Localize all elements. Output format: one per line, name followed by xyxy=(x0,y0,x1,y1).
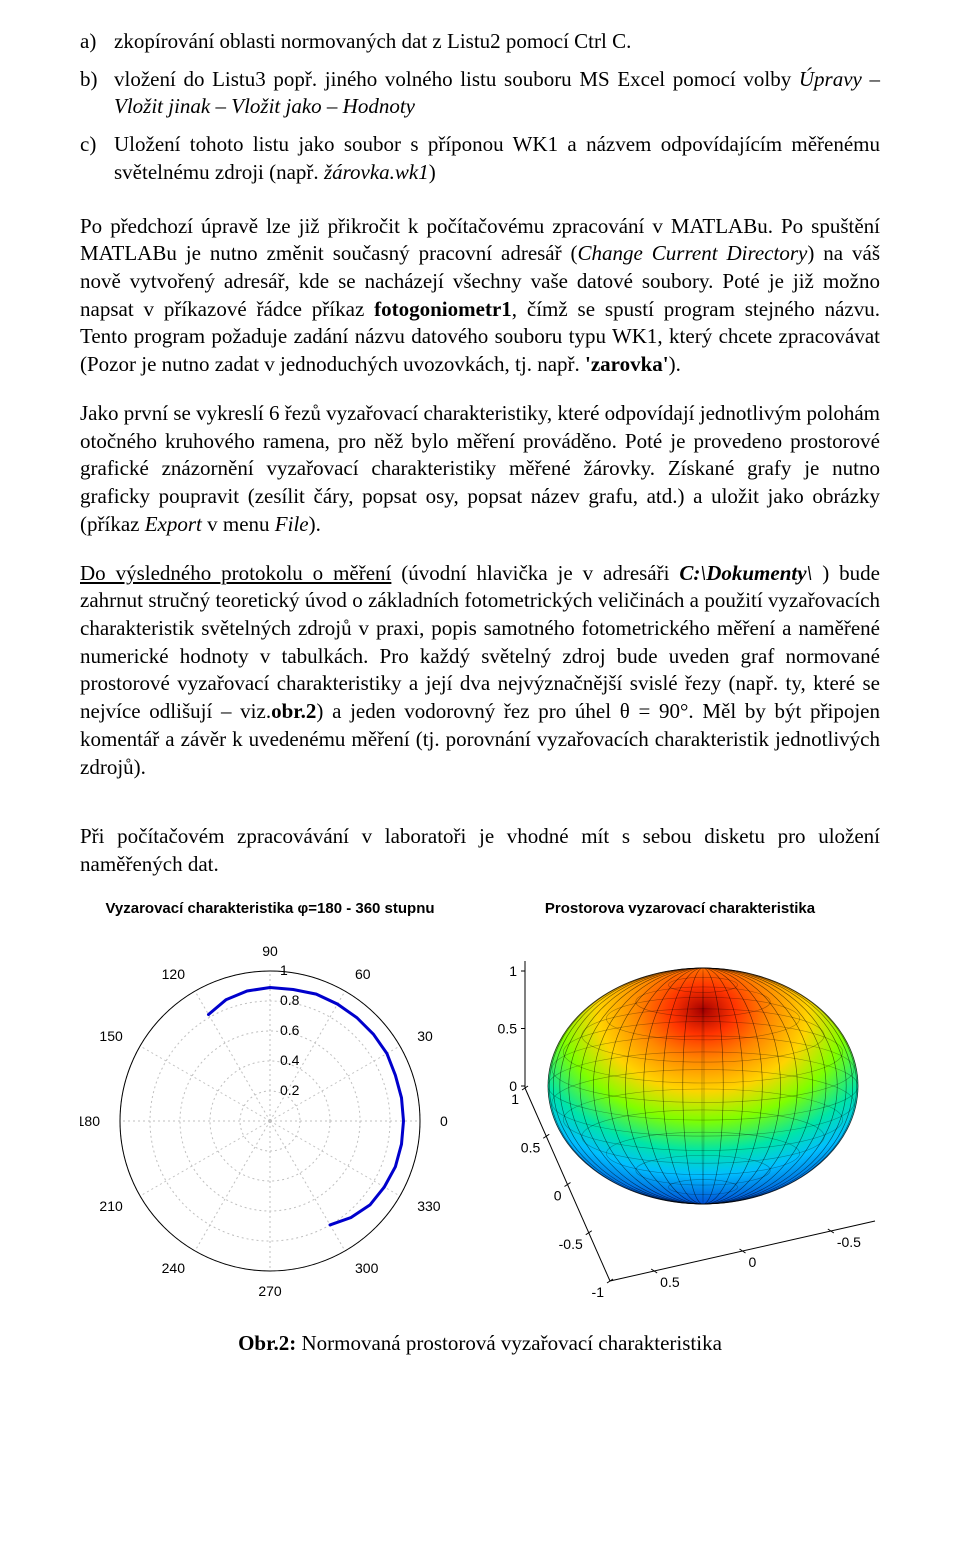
svg-text:1: 1 xyxy=(511,1091,519,1107)
p2-c: ). xyxy=(309,512,321,536)
svg-text:0: 0 xyxy=(440,1113,448,1129)
list-marker-c: c) xyxy=(80,131,114,186)
paragraph-1: Po předchozí úpravě lze již přikročit k … xyxy=(80,213,880,379)
svg-text:120: 120 xyxy=(162,965,186,981)
p2-i2: File xyxy=(275,512,309,536)
svg-text:210: 210 xyxy=(99,1198,123,1214)
svg-text:0.5: 0.5 xyxy=(521,1139,541,1155)
p2-b: v menu xyxy=(202,512,275,536)
p3-u: Do výsledného protokolu o měření xyxy=(80,561,391,585)
p1-i1: Change Current Directory xyxy=(578,241,808,265)
paragraph-3: Do výsledného protokolu o měření (úvodní… xyxy=(80,560,880,782)
figure-polar-cell: Vyzarovací charakteristika φ=180 - 360 s… xyxy=(80,900,460,1301)
list-item-c: c) Uložení tohoto listu jako soubor s př… xyxy=(80,131,880,186)
caption-b: Obr.2: xyxy=(238,1331,296,1355)
paragraph-4: Při počítačovém zpracovávání v laboratoř… xyxy=(80,823,880,878)
figure-caption: Obr.2: Normovaná prostorová vyzařovací c… xyxy=(80,1331,880,1356)
list-marker-a: a) xyxy=(80,28,114,56)
svg-text:-0.5: -0.5 xyxy=(837,1234,861,1250)
svg-text:30: 30 xyxy=(417,1028,433,1044)
svg-text:0.5: 0.5 xyxy=(498,1020,518,1036)
p3-b1: obr.2 xyxy=(271,699,316,723)
p2-i1: Export xyxy=(145,512,202,536)
svg-text:240: 240 xyxy=(162,1260,186,1276)
list-c-lead: Uložení tohoto listu jako soubor s přípo… xyxy=(114,132,880,184)
p3-a: (úvodní hlavička je v adresáři xyxy=(391,561,679,585)
svg-text:0.8: 0.8 xyxy=(280,992,300,1008)
svg-text:0.5: 0.5 xyxy=(660,1274,680,1290)
figure-row: Vyzarovací charakteristika φ=180 - 360 s… xyxy=(80,900,880,1301)
svg-text:270: 270 xyxy=(258,1283,282,1299)
svg-text:300: 300 xyxy=(355,1260,379,1276)
list-marker-b: b) xyxy=(80,66,114,121)
p1-b1: fotogoniometr1 xyxy=(374,297,512,321)
paragraph-2: Jako první se vykreslí 6 řezů vyzařovací… xyxy=(80,400,880,539)
svg-text:-1: -1 xyxy=(592,1284,605,1300)
list-body-a: zkopírování oblasti normovaných dat z Li… xyxy=(114,28,880,56)
svg-text:-0.5: -0.5 xyxy=(559,1235,583,1251)
list-item-b: b) vložení do Listu3 popř. jiného volnéh… xyxy=(80,66,880,121)
caption-t: Normovaná prostorová vyzařovací charakte… xyxy=(296,1331,722,1355)
svg-text:0.4: 0.4 xyxy=(280,1052,300,1068)
list-c-ital: žárovka.wk1 xyxy=(324,160,429,184)
list-body-c: Uložení tohoto listu jako soubor s přípo… xyxy=(114,131,880,186)
page: a) zkopírování oblasti normovaných dat z… xyxy=(0,0,960,1396)
svg-text:1: 1 xyxy=(509,963,517,979)
list-c-tail: ) xyxy=(429,160,436,184)
list-b-lead: vložení do Listu3 popř. jiného volného l… xyxy=(114,67,799,91)
svg-text:0: 0 xyxy=(749,1254,757,1270)
svg-text:0.2: 0.2 xyxy=(280,1082,300,1098)
surface-title: Prostorova vyzarovací charakteristika xyxy=(480,900,880,917)
svg-text:330: 330 xyxy=(417,1198,441,1214)
list-body-b: vložení do Listu3 popř. jiného volného l… xyxy=(114,66,880,121)
p1-d: ). xyxy=(669,352,681,376)
svg-text:60: 60 xyxy=(355,965,371,981)
svg-text:0: 0 xyxy=(554,1187,562,1203)
list-item-a: a) zkopírování oblasti normovaných dat z… xyxy=(80,28,880,56)
polar-svg: 0.2 0.4 0.6 0.8 1 0 30 60 90 120 150 180 210 240 270 30… xyxy=(80,921,460,1301)
surface-chart: 10.5010.50-0.5-10.50-0.5 xyxy=(480,921,880,1301)
p1-b2: 'zarovka' xyxy=(585,352,669,376)
svg-text:90: 90 xyxy=(262,943,278,959)
surface-svg: 10.5010.50-0.5-10.50-0.5 xyxy=(480,921,880,1301)
polar-chart: 0.2 0.4 0.6 0.8 1 0 30 60 90 120 150 180 210 240 270 30… xyxy=(80,921,460,1301)
svg-text:0.6: 0.6 xyxy=(280,1022,300,1038)
svg-text:1: 1 xyxy=(280,962,288,978)
p3-bi: C:\Dokumenty\ xyxy=(679,561,812,585)
svg-text:150: 150 xyxy=(99,1028,123,1044)
polar-title: Vyzarovací charakteristika φ=180 - 360 s… xyxy=(80,900,460,917)
svg-text:180: 180 xyxy=(80,1113,100,1129)
figure-surface-cell: Prostorova vyzarovací charakteristika 1 0… xyxy=(480,900,880,1301)
